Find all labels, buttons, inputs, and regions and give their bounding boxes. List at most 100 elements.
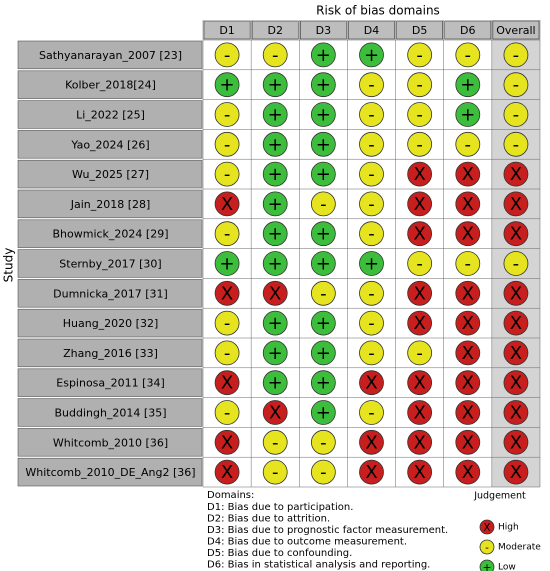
judgement-symbol: +: [460, 105, 475, 126]
judgement-circle: [407, 251, 433, 276]
judgement-symbol: +: [220, 75, 235, 96]
judgement-circle: [455, 161, 481, 187]
judgement-circle: [214, 131, 240, 157]
judgement-circle: [214, 42, 240, 68]
judgement-symbol: -: [224, 313, 231, 334]
judgement-symbol: X: [510, 164, 522, 185]
judgement-circle: [262, 429, 288, 455]
judgement-symbol: X: [510, 403, 522, 424]
judgement-symbol: X: [510, 462, 522, 483]
judgement-symbol: -: [224, 45, 231, 66]
judgement-circle: [455, 340, 481, 366]
judgement-circle: [359, 429, 384, 455]
judgement-symbol: X: [510, 224, 522, 245]
column-header: D2: [267, 24, 282, 37]
legend-label: Moderate: [498, 543, 541, 553]
judgement-symbol: -: [320, 462, 327, 483]
judgement-circle: [214, 72, 240, 98]
judgement-symbol: +: [268, 75, 283, 96]
judgement-symbol: X: [269, 403, 281, 424]
study-label: Espinosa_2011 [34]: [56, 377, 164, 390]
judgement-symbol: X: [269, 283, 281, 304]
judgement-circle: [214, 429, 240, 455]
judgement-circle: [310, 370, 336, 396]
judgement-circle: [359, 400, 384, 425]
judgement-symbol: X: [462, 164, 474, 185]
judgement-symbol: -: [368, 194, 375, 215]
judgement-symbol: -: [368, 105, 375, 126]
judgement-symbol: +: [316, 403, 331, 424]
judgement-symbol: X: [462, 403, 474, 424]
judgement-symbol: X: [462, 462, 474, 483]
judgement-symbol: X: [462, 224, 474, 245]
judgement-circle: [262, 340, 288, 366]
study-label: Jain_2018 [28]: [70, 198, 151, 211]
study-cell: [17, 100, 203, 129]
judgement-circle: [214, 340, 240, 366]
judgement-circle: [214, 370, 240, 396]
judgement-circle: [503, 221, 529, 247]
judgement-symbol: -: [368, 313, 375, 334]
judgement-circle: [359, 161, 384, 187]
judgement-circle: [503, 131, 529, 157]
judgement-symbol: -: [224, 343, 231, 364]
judgement-circle: [503, 370, 529, 396]
judgement-circle: [214, 161, 240, 187]
judgement-symbol: +: [316, 313, 331, 334]
judgement-circle: [455, 191, 481, 217]
judgement-symbol: -: [224, 403, 231, 424]
judgement-circle: [407, 102, 433, 127]
judgement-symbol: X: [413, 164, 425, 185]
judgement-circle: [503, 310, 529, 336]
judgement-circle: [503, 429, 529, 455]
column-header-cell: [444, 20, 492, 40]
judgement-symbol: -: [224, 105, 231, 126]
y-axis-label: Study: [2, 248, 16, 283]
judgement-circle: [310, 340, 336, 366]
legend-circle: [479, 539, 495, 555]
judgement-circle: [310, 280, 336, 306]
domain-description: D2: Bias due to attrition.: [207, 514, 330, 525]
judgement-circle: [214, 459, 240, 485]
domain-description: D4: Bias due to outcome measurement.: [207, 537, 407, 548]
judgement-circle: [310, 72, 336, 98]
study-cell: [17, 159, 203, 189]
legend-circle: [479, 519, 495, 535]
domains-title: Domains:: [207, 490, 254, 501]
judgement-symbol: X: [510, 432, 522, 453]
judgement-symbol: X: [365, 373, 377, 394]
domain-description: D5: Bias due to confounding.: [207, 548, 352, 559]
legend-circle: [479, 559, 495, 571]
judgement-circle: [359, 459, 384, 485]
judgement-circle: [214, 102, 240, 127]
judgement-circle: [214, 191, 240, 217]
judgement-symbol: X: [462, 194, 474, 215]
judgement-symbol: -: [320, 283, 327, 304]
judgement-circle: [359, 131, 384, 157]
judgement-symbol: +: [460, 75, 475, 96]
legend-symbol: X: [483, 522, 490, 534]
study-label: Li_2022 [25]: [76, 109, 145, 122]
judgement-circle: [262, 161, 288, 187]
judgement-symbol: -: [465, 134, 472, 155]
judgement-symbol: X: [413, 432, 425, 453]
judgement-circle: [214, 221, 240, 247]
judgement-symbol: +: [316, 45, 331, 66]
column-header: D3: [316, 24, 331, 37]
judgement-symbol: -: [368, 403, 375, 424]
judgement-circle: [407, 42, 433, 68]
judgement-symbol: -: [224, 224, 231, 245]
domain-description: D1: Bias due to participation.: [207, 502, 353, 513]
judgement-circle: [407, 459, 433, 485]
judgement-circle: [455, 400, 481, 425]
study-cell: [17, 70, 203, 99]
judgement-symbol: -: [416, 343, 423, 364]
judgement-symbol: X: [462, 313, 474, 334]
judgement-symbol: -: [416, 254, 423, 275]
judgement-symbol: +: [364, 45, 379, 66]
judgement-symbol: -: [224, 164, 231, 185]
judgement-symbol: +: [316, 105, 331, 126]
judgement-symbol: -: [416, 105, 423, 126]
judgement-symbol: X: [510, 373, 522, 394]
